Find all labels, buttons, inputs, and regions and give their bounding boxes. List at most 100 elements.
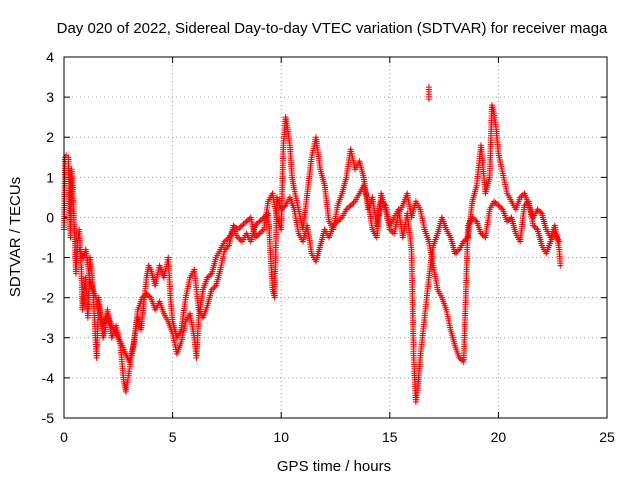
data-point (425, 96, 432, 103)
data-point (252, 222, 259, 229)
series-group (76, 182, 563, 365)
y-tick-label: -4 (42, 370, 55, 386)
data-point (243, 218, 250, 225)
data-point (505, 217, 512, 224)
data-point (535, 207, 542, 214)
data-point (237, 237, 244, 244)
data-point (240, 221, 247, 228)
x-tick-label: 15 (382, 429, 398, 445)
data-point (279, 205, 286, 212)
data-point (256, 218, 263, 225)
y-tick-label: 4 (46, 49, 54, 65)
data-point (350, 199, 357, 206)
data-point (344, 205, 351, 212)
data-point (537, 209, 544, 216)
data-point (347, 202, 354, 209)
data-point (253, 233, 260, 240)
x-tick-label: 5 (169, 429, 177, 445)
data-point (143, 290, 150, 297)
data-point (253, 221, 260, 228)
data-point (556, 238, 563, 245)
data-point (259, 215, 266, 222)
series-group (425, 84, 432, 103)
data-point (221, 238, 228, 245)
grid (64, 57, 607, 418)
data-point (236, 225, 243, 232)
data-point (239, 222, 246, 229)
data-point (349, 201, 356, 208)
x-tick-label: 25 (599, 429, 615, 445)
data-point (460, 238, 467, 245)
y-tick-label: -5 (42, 410, 55, 426)
data-point (140, 293, 147, 300)
data-point (517, 194, 524, 201)
data-point (331, 221, 338, 228)
data-point (211, 283, 218, 290)
data-point (256, 230, 263, 237)
data-point (518, 193, 525, 200)
data-point (259, 227, 266, 234)
y-tick-label: 2 (46, 129, 54, 145)
data-point (531, 223, 538, 230)
data-point (491, 198, 498, 205)
data-point (557, 262, 564, 269)
data-point (223, 245, 230, 252)
data-point (521, 202, 528, 209)
data-point (255, 231, 262, 238)
data-point (223, 237, 230, 244)
data-point (334, 218, 341, 225)
series-group (61, 102, 564, 405)
data-point (454, 247, 461, 254)
data-point (470, 215, 477, 222)
data-point (234, 234, 241, 241)
chart-title: Day 020 of 2022, Sidereal Day-to-day VTE… (57, 20, 608, 37)
data-point (281, 203, 288, 210)
data-point (146, 293, 153, 300)
axis-ticks: 0 5 10 15 20 25 -5 -4 -3 -2 -1 0 1 2 3 4 (42, 49, 615, 445)
data-point (257, 229, 264, 236)
data-point (337, 215, 344, 222)
x-tick-label: 0 (60, 429, 68, 445)
data-point (208, 286, 215, 293)
data-point (346, 203, 353, 210)
data-point (504, 218, 511, 225)
data-point (257, 217, 264, 224)
data-point (224, 235, 231, 242)
y-tick-label: 3 (46, 89, 54, 105)
data-point (343, 206, 350, 213)
data-point (205, 273, 212, 280)
y-tick-label: 0 (46, 209, 54, 225)
data-point (224, 243, 231, 250)
data-point (478, 230, 485, 237)
data-point (236, 235, 243, 242)
data-point (210, 285, 217, 292)
data-point (479, 231, 486, 238)
x-tick-label: 10 (273, 429, 289, 445)
data-point (495, 202, 502, 209)
plot-area (61, 84, 564, 405)
data-point (498, 205, 505, 212)
data-point (386, 226, 393, 233)
y-axis-label: SDTVAR / TECUs (7, 177, 24, 297)
y-tick-label: -1 (42, 250, 55, 266)
data-point (255, 219, 262, 226)
data-point (533, 225, 540, 232)
data-point (453, 249, 460, 256)
data-point (496, 203, 503, 210)
data-point (278, 206, 285, 213)
data-point (207, 271, 214, 278)
data-point (144, 291, 151, 298)
data-point (237, 223, 244, 230)
data-point (330, 222, 337, 229)
data-point (204, 274, 211, 281)
y-tick-label: 1 (46, 169, 54, 185)
data-point (451, 250, 458, 257)
data-point (333, 219, 340, 226)
data-point (530, 222, 537, 229)
data-point (469, 214, 476, 221)
plot-frame (63, 56, 608, 419)
data-point (472, 217, 479, 224)
data-point (534, 206, 541, 213)
data-point (139, 294, 146, 301)
